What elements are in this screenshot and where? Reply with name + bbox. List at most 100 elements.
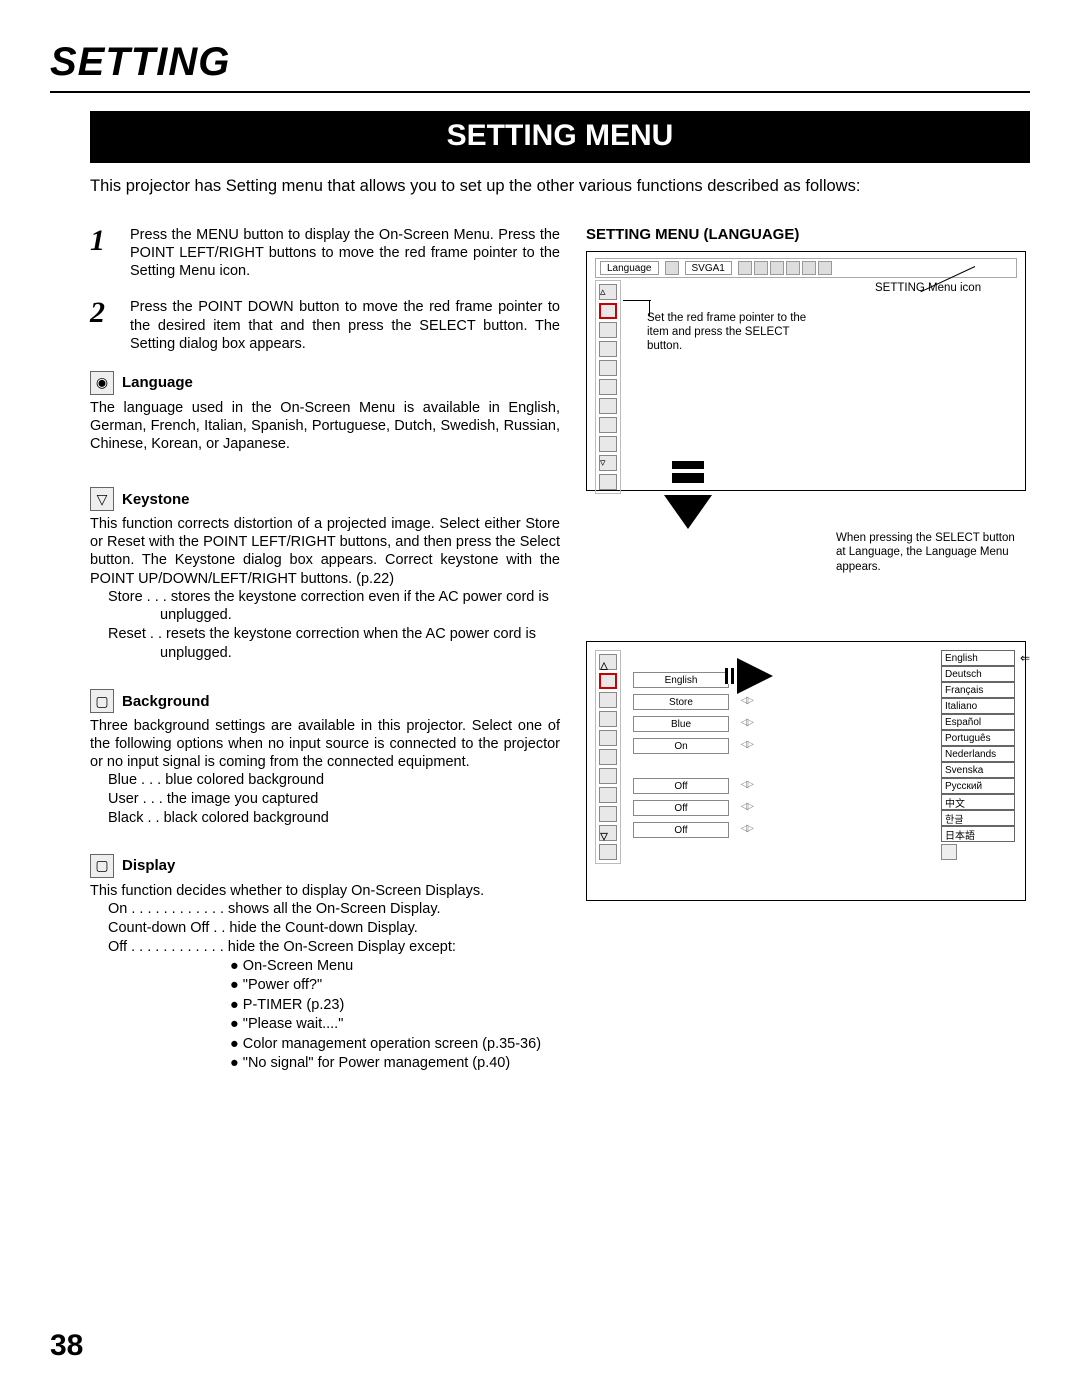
language-item: Nederlands: [941, 746, 1015, 762]
settings-values: English Store Blue On Off Off Off: [633, 672, 729, 838]
bullet-item: On-Screen Menu: [230, 957, 560, 977]
language-item: Русский: [941, 778, 1015, 794]
display-icon: ▢: [90, 854, 114, 878]
section-language: ◉ Language The language used in the On-S…: [90, 371, 560, 453]
sub-item: Reset . . resets the keystone correction…: [108, 625, 560, 663]
section-body: This function corrects distortion of a p…: [90, 515, 560, 588]
note-select-language: When pressing the SELECT button at Langu…: [836, 531, 1026, 574]
mini-icon: [818, 261, 832, 275]
menu-item-icon: [599, 398, 617, 414]
language-item: Français: [941, 682, 1015, 698]
sub-item: User . . . the image you captured: [108, 790, 560, 809]
language-item: 中文: [941, 794, 1015, 810]
menu-label: Language: [600, 261, 659, 275]
sub-item: Black . . black colored background: [108, 809, 560, 828]
section-title: Display: [122, 857, 175, 874]
bullet-item: "Power off?": [230, 976, 560, 996]
menu-item-icon: ▵: [599, 284, 617, 300]
menu-item-icon: [599, 436, 617, 452]
background-icon: ▢: [90, 689, 114, 713]
menu-item-icon: ▿: [599, 455, 617, 471]
arrow-down-region: When pressing the SELECT button at Langu…: [586, 491, 1026, 641]
menu-item-icon: [599, 474, 617, 490]
section-banner: SETTING MENU: [90, 111, 1030, 163]
language-item: 한글: [941, 810, 1015, 826]
value-box: Off: [633, 800, 729, 816]
language-item: Português: [941, 730, 1015, 746]
menu-item-icon: [599, 341, 617, 357]
menu-mode: SVGA1: [685, 261, 732, 275]
section-display: ▢ Display This function decides whether …: [90, 854, 560, 1074]
mini-icon: [738, 261, 752, 275]
language-item: Italiano: [941, 698, 1015, 714]
section-body: This function decides whether to display…: [90, 882, 560, 900]
section-title: Language: [122, 374, 193, 391]
value-box: Store: [633, 694, 729, 710]
bullet-item: "No signal" for Power management (p.40): [230, 1054, 560, 1074]
left-column: 1 Press the MENU button to display the O…: [90, 226, 560, 1074]
menu-item-icon: [599, 303, 617, 319]
step-1: 1 Press the MENU button to display the O…: [90, 226, 560, 280]
language-item: Svenska: [941, 762, 1015, 778]
value-box: Blue: [633, 716, 729, 732]
menu-item-icon: [599, 673, 617, 689]
menu-item-icon: ▵: [599, 654, 617, 670]
page-title: SETTING: [50, 40, 1030, 85]
menu-item-icon: [599, 844, 617, 860]
section-background: ▢ Background Three background settings a…: [90, 689, 560, 828]
menu-item-icon: [599, 360, 617, 376]
step-text: Press the POINT DOWN button to move the …: [130, 298, 560, 352]
menu-item-icon: [599, 806, 617, 822]
step-number: 2: [90, 298, 116, 352]
menu-item-icon: [599, 322, 617, 338]
value-box: Off: [633, 822, 729, 838]
section-title: Background: [122, 693, 210, 710]
bullet-item: "Please wait....": [230, 1015, 560, 1035]
menu-item-icon: [599, 768, 617, 784]
globe-icon: ◉: [90, 371, 114, 395]
note-setting-icon: SETTING Menu icon: [875, 282, 1015, 296]
mini-icon: [754, 261, 768, 275]
step-2: 2 Press the POINT DOWN button to move th…: [90, 298, 560, 352]
section-keystone: ▽ Keystone This function corrects distor…: [90, 487, 560, 663]
sub-item: On . . . . . . . . . . . . shows all the…: [108, 900, 560, 919]
language-item: Español: [941, 714, 1015, 730]
menu-icon-column: ▵ ▿: [595, 280, 621, 494]
value-box: Off: [633, 778, 729, 794]
menu-item-icon: [599, 417, 617, 433]
step-number: 1: [90, 226, 116, 280]
intro-text: This projector has Setting menu that all…: [90, 177, 1030, 196]
step-text: Press the MENU button to display the On-…: [130, 226, 560, 280]
display-bullet-list: On-Screen Menu "Power off?" P-TIMER (p.2…: [230, 957, 560, 1074]
arrow-down-icon: [672, 473, 704, 483]
sub-item: Count-down Off . . hide the Count-down D…: [108, 919, 560, 938]
bullet-item: P-TIMER (p.23): [230, 996, 560, 1016]
language-item: 日本語: [941, 826, 1015, 842]
sub-item: Off . . . . . . . . . . . . hide the On-…: [108, 938, 560, 957]
menu-item-icon: ▿: [599, 825, 617, 841]
right-column: SETTING MENU (LANGUAGE) Language SVGA1 ▵: [586, 226, 1026, 1074]
page-number: 38: [50, 1329, 83, 1363]
arrow-down-icon: [672, 461, 704, 469]
value-box: English: [633, 672, 729, 688]
section-body: Three background settings are available …: [90, 717, 560, 771]
menu-item-icon: [599, 730, 617, 746]
menu-item-icon: [599, 379, 617, 395]
mini-icon: [665, 261, 679, 275]
language-item: English: [941, 650, 1015, 666]
mini-icon: [802, 261, 816, 275]
language-list: English Deutsch Français Italiano Españo…: [941, 650, 1015, 860]
bullet-item: Color management operation screen (p.35-…: [230, 1035, 560, 1055]
sub-item: Blue . . . blue colored background: [108, 771, 560, 790]
menu-item-icon: [599, 787, 617, 803]
note-red-frame: Set the red frame pointer to the item an…: [647, 312, 817, 353]
trash-icon: [941, 844, 957, 860]
language-item: Deutsch: [941, 666, 1015, 682]
section-title: Keystone: [122, 491, 190, 508]
title-rule: [50, 91, 1030, 93]
menu-icon-column: ▵ ▿: [595, 650, 621, 864]
menu-item-icon: [599, 711, 617, 727]
sub-item: Store . . . stores the keystone correcti…: [108, 588, 560, 626]
callout-line: [623, 300, 651, 301]
arrow-right-icon: [737, 658, 773, 694]
